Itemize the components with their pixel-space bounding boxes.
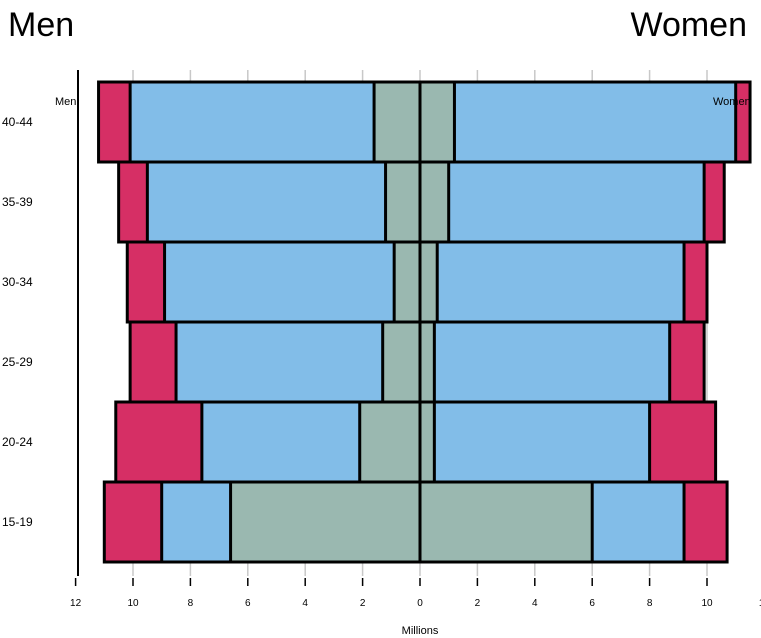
x-tick-label: 10 — [701, 598, 713, 609]
men-bar — [231, 482, 420, 562]
y-tick-label: 30-34 — [2, 275, 33, 289]
y-tick-label: 35-39 — [2, 195, 33, 209]
x-tick-label: 4 — [302, 598, 308, 609]
x-tick-label: 0 — [417, 598, 423, 609]
x-tick-label: 2 — [475, 598, 481, 609]
women-bar — [420, 322, 670, 402]
men-title: Men — [8, 6, 74, 45]
women-bar — [420, 242, 684, 322]
y-tick-label: 40-44 — [2, 115, 33, 129]
women-title: Women — [630, 6, 747, 45]
women-bar — [420, 162, 449, 242]
men-bar — [386, 162, 420, 242]
bars — [99, 82, 750, 562]
men-bar — [394, 242, 420, 322]
x-axis-label: Millions — [0, 625, 761, 637]
women-bar — [420, 402, 434, 482]
x-tick-label: 8 — [647, 598, 653, 609]
x-tick-label: 4 — [532, 598, 538, 609]
women-bar — [420, 82, 736, 162]
y-tick-label: 25-29 — [2, 355, 33, 369]
men-bar — [360, 402, 420, 482]
x-tick-label: 6 — [589, 598, 595, 609]
x-tick-label: 12 — [70, 598, 82, 609]
women-bar — [420, 322, 434, 402]
x-tick-label: 8 — [188, 598, 194, 609]
x-tick-label: 10 — [127, 598, 139, 609]
women-inner-label: Women — [713, 96, 751, 108]
x-tick-label: 2 — [360, 598, 366, 609]
men-bar — [165, 242, 420, 322]
y-tick-label: 20-24 — [2, 435, 33, 449]
women-bar — [420, 162, 704, 242]
men-bar — [383, 322, 420, 402]
women-bar — [420, 482, 592, 562]
women-bar — [420, 402, 650, 482]
men-bar — [374, 82, 420, 162]
women-bar — [420, 82, 454, 162]
women-bar — [420, 242, 437, 322]
men-bar — [147, 162, 420, 242]
y-tick-label: 15-19 — [2, 515, 33, 529]
men-inner-label: Men — [55, 96, 76, 108]
x-tick-label: 6 — [245, 598, 251, 609]
